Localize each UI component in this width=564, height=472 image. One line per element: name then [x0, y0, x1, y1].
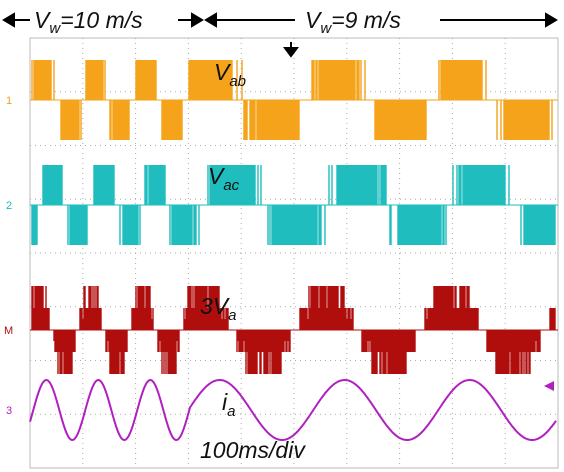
wind-speed-1: Vw=10 m/s [34, 7, 143, 37]
channel-marker: 1 [6, 95, 12, 107]
channel-marker: 3 [6, 405, 12, 417]
timebase: 100ms/div [200, 437, 306, 463]
channel-marker: 2 [6, 200, 12, 212]
scope-screen: Vw=10 m/s Vw=9 m/s Vab Vac 3Va ia 100ms/… [0, 0, 564, 472]
channel-marker: M [4, 325, 13, 337]
wind-speed-2: Vw=9 m/s [305, 7, 401, 37]
